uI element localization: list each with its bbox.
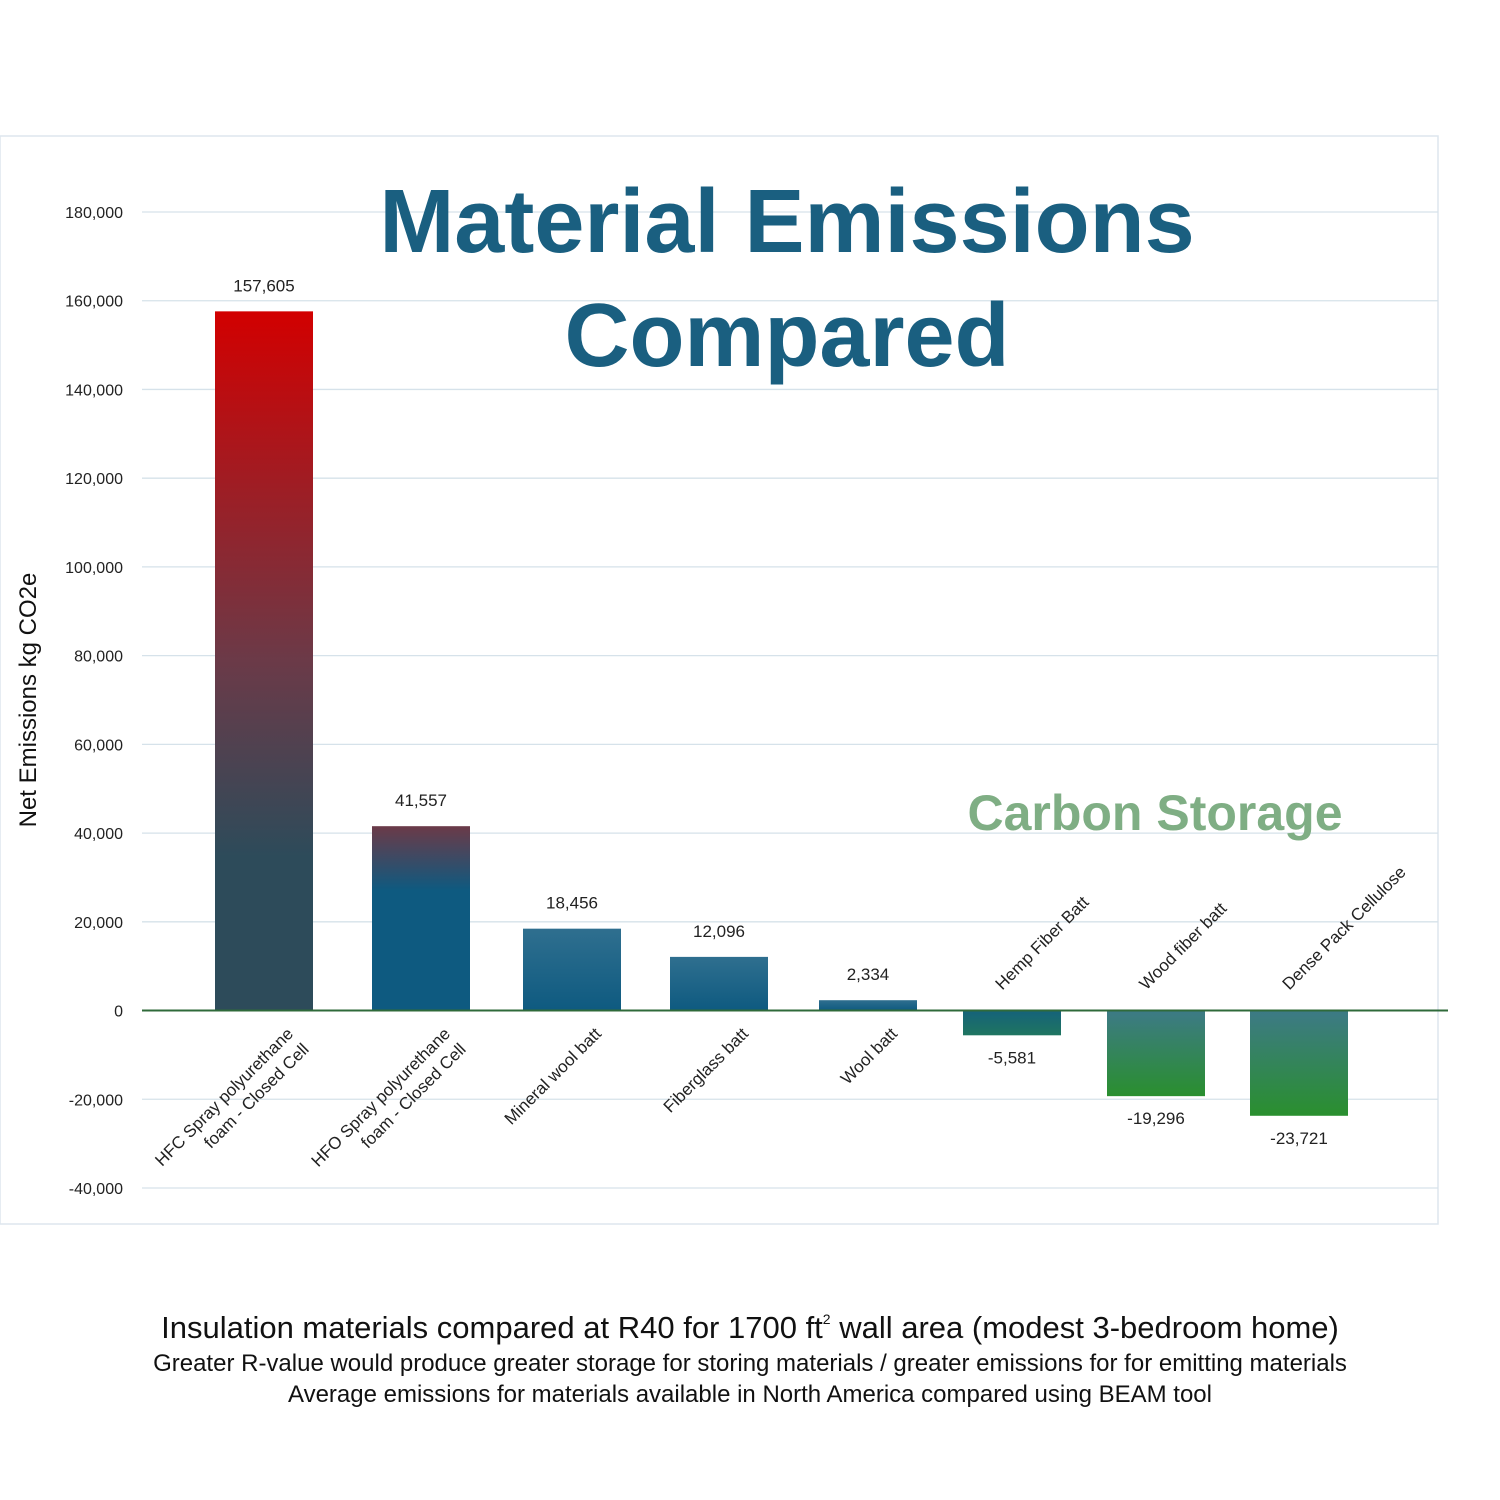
bars <box>215 311 1348 1116</box>
bar <box>215 311 313 1011</box>
x-category-label-line: HFO Spray polyurethane <box>308 1024 454 1170</box>
chart-title-line1: Material Emissions <box>379 172 1194 272</box>
value-label: 41,557 <box>395 791 447 810</box>
y-tick-label: 60,000 <box>74 737 123 754</box>
value-label: -23,721 <box>1270 1129 1328 1148</box>
x-category-label-line: HFC Spray polyurethane <box>151 1024 297 1170</box>
caption-line-3: Average emissions for materials availabl… <box>288 1381 1212 1408</box>
bar <box>1107 1010 1205 1097</box>
caption-line-2: Greater R-value would produce greater st… <box>153 1350 1347 1377</box>
y-tick-label: 120,000 <box>65 471 123 488</box>
y-tick-label: -20,000 <box>69 1092 123 1109</box>
x-category-label-line: Dense Pack Cellulose <box>1279 863 1410 994</box>
bar <box>523 928 621 1011</box>
bar <box>819 1000 917 1011</box>
bar <box>963 1010 1061 1036</box>
value-label: -5,581 <box>988 1048 1036 1067</box>
bar <box>372 826 470 1011</box>
carbon-storage-annotation: Carbon Storage <box>967 785 1342 841</box>
y-tick-label: 180,000 <box>65 205 123 222</box>
x-category-label: Wood fiber batt <box>1136 899 1231 994</box>
caption-main-text-before: Insulation materials compared at R40 for… <box>161 1310 823 1345</box>
x-category-label: Fiberglass batt <box>660 1024 752 1116</box>
y-tick-label: 40,000 <box>74 826 123 843</box>
gridlines <box>142 211 1438 1189</box>
y-tick-label: -40,000 <box>69 1181 123 1198</box>
y-axis-ticks: -40,000 -20,000 0 20,000 40,000 60,000 80,000 1… <box>65 205 123 1198</box>
y-axis-title: Net Emissions kg CO2e <box>15 573 42 828</box>
y-tick-label: 100,000 <box>65 560 123 577</box>
value-label: 18,456 <box>546 894 598 913</box>
y-tick-label: 0 <box>114 1004 123 1021</box>
x-category-label-line: Mineral wool batt <box>501 1024 605 1128</box>
x-category-label: Dense Pack Cellulose <box>1279 863 1410 994</box>
value-label: 157,605 <box>233 276 294 295</box>
chart-title-line2: Compared <box>564 286 1009 386</box>
y-tick-label: 80,000 <box>74 649 123 666</box>
value-label: 2,334 <box>847 965 890 984</box>
x-category-label: Wool batt <box>837 1024 901 1088</box>
x-category-label: Hemp Fiber Batt <box>992 892 1093 993</box>
value-label: 12,096 <box>693 922 745 941</box>
y-tick-label: 160,000 <box>65 294 123 311</box>
y-tick-label: 140,000 <box>65 382 123 399</box>
x-category-label-line: Wool batt <box>837 1024 901 1088</box>
value-label: -19,296 <box>1127 1109 1185 1128</box>
x-category-label-line: Hemp Fiber Batt <box>992 892 1093 993</box>
x-category-label: Mineral wool batt <box>501 1024 605 1128</box>
caption-superscript: 2 <box>822 1311 831 1327</box>
x-category-label-line: Wood fiber batt <box>1136 899 1231 994</box>
y-tick-label: 20,000 <box>74 915 123 932</box>
value-labels: 157,605 41,557 18,456 12,096 2,334 -5,581 -19,… <box>233 276 1328 1147</box>
caption-main-text-after: wall area (modest 3-bedroom home) <box>830 1310 1339 1345</box>
x-category-label-line: Fiberglass batt <box>660 1024 752 1116</box>
bar <box>1250 1010 1348 1116</box>
caption-main: Insulation materials compared at R40 for… <box>0 1310 1500 1346</box>
bar <box>670 956 768 1011</box>
plot-frame <box>0 135 1439 1225</box>
